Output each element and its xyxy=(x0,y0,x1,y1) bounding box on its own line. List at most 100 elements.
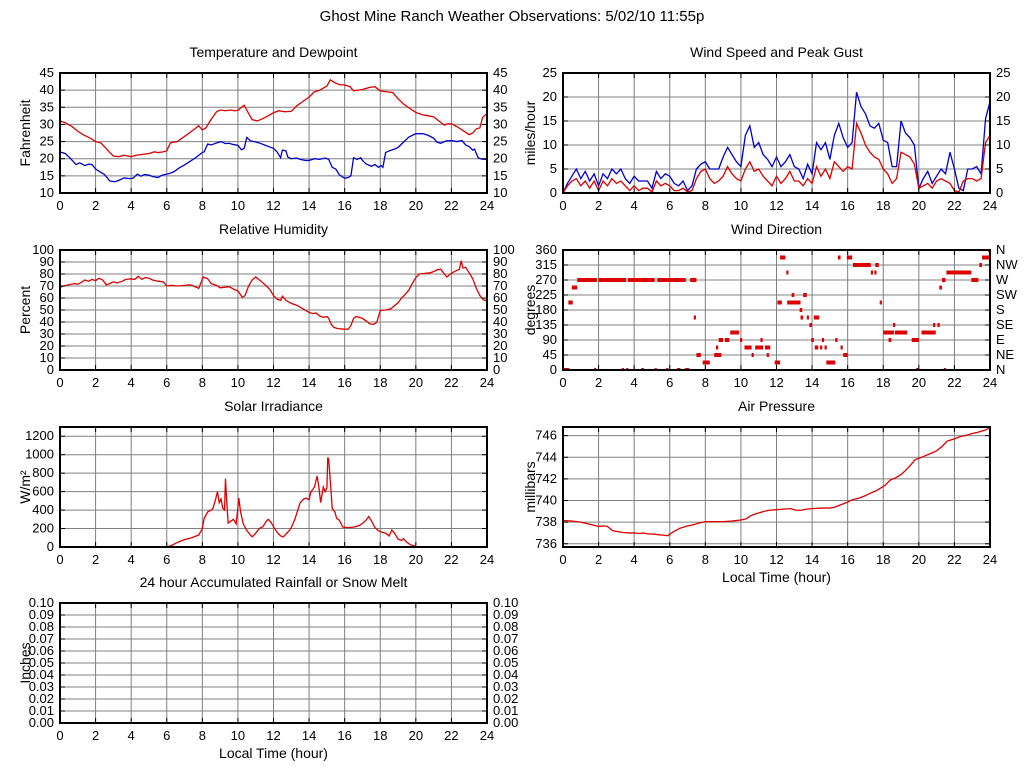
svg-text:0: 0 xyxy=(550,185,557,200)
svg-text:90: 90 xyxy=(543,332,557,347)
svg-text:200: 200 xyxy=(32,521,54,536)
svg-text:8: 8 xyxy=(199,728,206,743)
chart-rainfall: 24 hour Accumulated Rainfall or Snow Mel… xyxy=(0,570,519,766)
plot-rainfall: 0 2 4 6 8 10 12 14 16 18 20 22 240.00 0.000.01 0.010.0… xyxy=(29,595,519,743)
svg-text:0.05: 0.05 xyxy=(493,655,518,670)
svg-text:8: 8 xyxy=(702,198,709,213)
svg-text:10: 10 xyxy=(231,375,245,390)
svg-text:14: 14 xyxy=(805,552,819,567)
svg-text:740: 740 xyxy=(535,493,557,508)
svg-text:2: 2 xyxy=(595,552,602,567)
svg-text:22: 22 xyxy=(444,198,458,213)
svg-text:135: 135 xyxy=(535,317,557,332)
svg-text:4: 4 xyxy=(631,198,638,213)
svg-text:10: 10 xyxy=(231,552,245,567)
svg-text:60: 60 xyxy=(40,290,54,305)
svg-text:10: 10 xyxy=(231,728,245,743)
svg-text:6: 6 xyxy=(163,375,170,390)
svg-text:0: 0 xyxy=(550,362,557,377)
svg-text:12: 12 xyxy=(266,552,280,567)
svg-text:12: 12 xyxy=(769,552,783,567)
svg-text:2: 2 xyxy=(92,728,99,743)
svg-text:14: 14 xyxy=(302,728,316,743)
svg-text:0.00: 0.00 xyxy=(29,715,54,730)
svg-text:6: 6 xyxy=(666,552,673,567)
svg-text:16: 16 xyxy=(840,375,854,390)
svg-text:4: 4 xyxy=(631,375,638,390)
svg-text:45: 45 xyxy=(493,65,507,80)
svg-text:10: 10 xyxy=(734,375,748,390)
svg-text:24: 24 xyxy=(480,375,494,390)
svg-text:60: 60 xyxy=(493,290,507,305)
svg-text:0.01: 0.01 xyxy=(493,703,518,718)
plot-solar-irradiance: 0 2 4 6 8 10 12 14 16 18 20 22 240200400600800100012… xyxy=(25,426,494,567)
svg-text:0.04: 0.04 xyxy=(493,667,518,682)
chart-relative-humidity: Relative Humidity Percent 0 2 4 6 8 10 12 14 16 1… xyxy=(0,217,515,413)
svg-text:10: 10 xyxy=(734,198,748,213)
svg-text:6: 6 xyxy=(163,728,170,743)
svg-text:90: 90 xyxy=(493,254,507,269)
svg-text:14: 14 xyxy=(805,198,819,213)
svg-text:8: 8 xyxy=(702,375,709,390)
svg-text:15: 15 xyxy=(996,113,1010,128)
svg-text:12: 12 xyxy=(769,198,783,213)
x-axis-label-local-time: Local Time (hour) xyxy=(219,745,328,761)
chart-solar-irradiance: Solar Irradiance W/m² 0 2 4 6 8 10 12 14 16 18 20 2… xyxy=(0,394,512,590)
x-axis-label-local-time: Local Time (hour) xyxy=(722,569,831,585)
svg-text:4: 4 xyxy=(128,728,135,743)
svg-text:2: 2 xyxy=(92,552,99,567)
svg-text:40: 40 xyxy=(40,314,54,329)
svg-text:16: 16 xyxy=(337,375,351,390)
svg-text:8: 8 xyxy=(199,198,206,213)
svg-text:30: 30 xyxy=(493,326,507,341)
svg-text:0.05: 0.05 xyxy=(29,655,54,670)
svg-text:270: 270 xyxy=(535,272,557,287)
svg-text:S: S xyxy=(996,302,1005,317)
svg-text:400: 400 xyxy=(32,502,54,517)
svg-text:4: 4 xyxy=(128,375,135,390)
chart-title-wind-speed: Wind Speed and Peak Gust xyxy=(690,44,863,60)
svg-text:80: 80 xyxy=(493,266,507,281)
svg-text:0: 0 xyxy=(493,362,500,377)
svg-text:22: 22 xyxy=(947,198,961,213)
svg-text:18: 18 xyxy=(876,375,890,390)
svg-text:10: 10 xyxy=(734,552,748,567)
svg-text:25: 25 xyxy=(493,134,507,149)
svg-text:20: 20 xyxy=(409,728,423,743)
svg-text:12: 12 xyxy=(266,375,280,390)
svg-text:8: 8 xyxy=(199,375,206,390)
chart-title-solar: Solar Irradiance xyxy=(224,398,323,414)
svg-text:315: 315 xyxy=(535,257,557,272)
svg-text:25: 25 xyxy=(40,134,54,149)
svg-text:14: 14 xyxy=(302,375,316,390)
svg-text:0: 0 xyxy=(47,362,54,377)
svg-text:70: 70 xyxy=(40,278,54,293)
chart-title-pressure: Air Pressure xyxy=(737,398,816,414)
svg-text:0: 0 xyxy=(56,198,63,213)
svg-text:12: 12 xyxy=(266,728,280,743)
svg-text:20: 20 xyxy=(912,198,926,213)
svg-text:225: 225 xyxy=(535,287,557,302)
svg-text:0.09: 0.09 xyxy=(493,607,518,622)
svg-text:35: 35 xyxy=(493,99,507,114)
svg-text:0: 0 xyxy=(559,552,566,567)
svg-text:6: 6 xyxy=(666,375,673,390)
svg-text:18: 18 xyxy=(876,198,890,213)
svg-text:16: 16 xyxy=(337,552,351,567)
svg-text:12: 12 xyxy=(769,375,783,390)
svg-text:0.03: 0.03 xyxy=(493,679,518,694)
svg-text:20: 20 xyxy=(40,151,54,166)
svg-text:50: 50 xyxy=(493,302,507,317)
svg-text:2: 2 xyxy=(92,375,99,390)
svg-text:45: 45 xyxy=(40,65,54,80)
svg-text:2: 2 xyxy=(595,198,602,213)
svg-text:14: 14 xyxy=(302,198,316,213)
svg-text:40: 40 xyxy=(493,314,507,329)
svg-text:24: 24 xyxy=(983,375,997,390)
svg-text:24: 24 xyxy=(480,728,494,743)
